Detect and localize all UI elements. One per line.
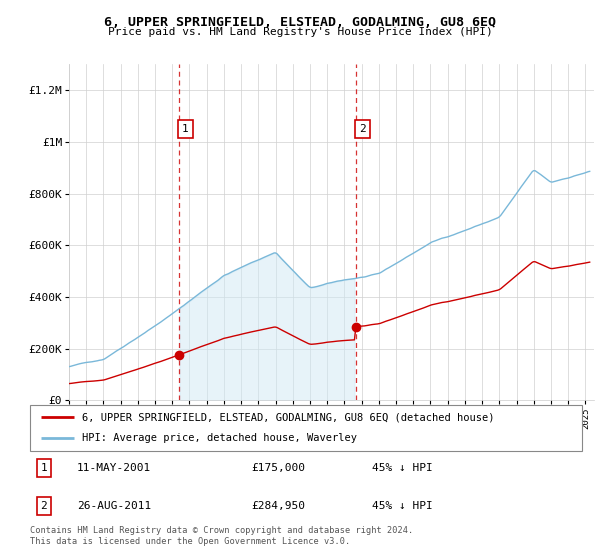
Text: £175,000: £175,000: [251, 463, 305, 473]
Text: 2: 2: [40, 501, 47, 511]
Text: 1: 1: [182, 124, 189, 134]
Text: 26-AUG-2011: 26-AUG-2011: [77, 501, 151, 511]
Text: £284,950: £284,950: [251, 501, 305, 511]
Text: 45% ↓ HPI: 45% ↓ HPI: [372, 463, 433, 473]
Text: Price paid vs. HM Land Registry's House Price Index (HPI): Price paid vs. HM Land Registry's House …: [107, 27, 493, 37]
Text: 2: 2: [359, 124, 366, 134]
Text: 6, UPPER SPRINGFIELD, ELSTEAD, GODALMING, GU8 6EQ (detached house): 6, UPPER SPRINGFIELD, ELSTEAD, GODALMING…: [82, 412, 495, 422]
Text: 11-MAY-2001: 11-MAY-2001: [77, 463, 151, 473]
Text: 1: 1: [40, 463, 47, 473]
Text: HPI: Average price, detached house, Waverley: HPI: Average price, detached house, Wave…: [82, 433, 358, 444]
Text: Contains HM Land Registry data © Crown copyright and database right 2024.
This d: Contains HM Land Registry data © Crown c…: [30, 526, 413, 546]
Text: 6, UPPER SPRINGFIELD, ELSTEAD, GODALMING, GU8 6EQ: 6, UPPER SPRINGFIELD, ELSTEAD, GODALMING…: [104, 16, 496, 29]
Text: 45% ↓ HPI: 45% ↓ HPI: [372, 501, 433, 511]
FancyBboxPatch shape: [30, 405, 582, 451]
